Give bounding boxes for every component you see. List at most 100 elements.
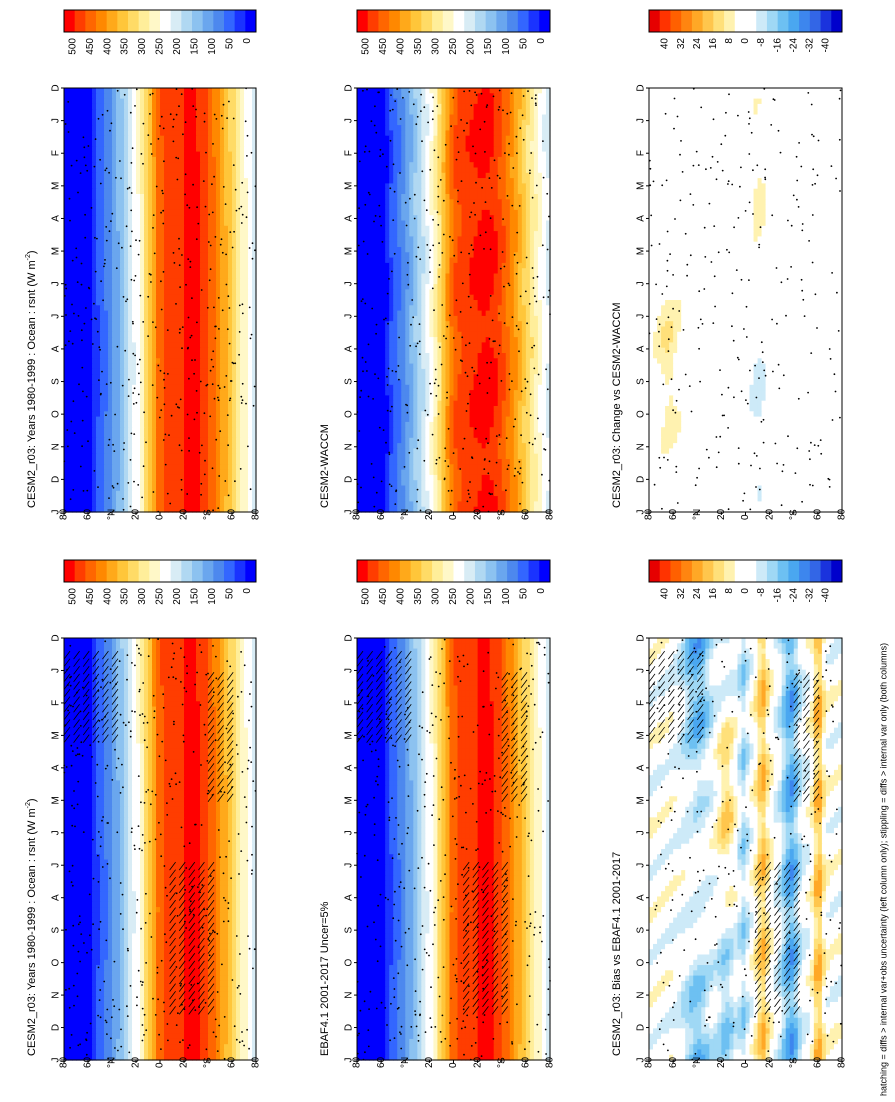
stipple-dot [202,927,204,929]
heatmap-cell [100,933,105,939]
heatmap-cell [224,654,229,660]
stipple-dot [232,979,234,981]
heatmap-cell [84,981,89,987]
heatmap-cell [64,796,69,802]
heatmap-cell [208,649,213,655]
heatmap-cell [92,770,97,776]
stipple-dot [154,710,156,712]
heatmap-cell [220,93,225,99]
stipple-dot [208,790,210,792]
heatmap-cell [216,649,221,655]
heatmap-cell [64,807,69,813]
heatmap-cell [136,770,141,776]
heatmap-cell [216,738,221,744]
heatmap-cell [88,1049,93,1055]
heatmap-cell [200,649,205,655]
heatmap-cell [192,664,197,670]
heatmap-cell [224,664,229,670]
heatmap-cell [112,125,117,131]
heatmap-cell [228,881,233,887]
heatmap-cell [100,1028,105,1034]
stipple-dot [99,999,101,1001]
heatmap-cell [104,812,109,818]
heatmap-cell [248,115,253,121]
heatmap-cell [92,775,97,781]
heatmap-cell [96,960,101,966]
stipple-dot [70,705,72,707]
heatmap-cell [176,759,181,765]
heatmap-cell [168,104,173,110]
stipple-dot [189,910,191,912]
heatmap-cell [236,844,241,850]
stipple-dot [130,736,132,738]
heatmap-cell [176,833,181,839]
heatmap-cell [228,981,233,987]
heatmap-cell [200,786,205,792]
heatmap-cell [204,976,209,982]
heatmap-cell [176,765,181,771]
heatmap-cell [244,902,249,908]
heatmap-cell [248,712,253,718]
heatmap-cell [188,965,193,971]
heatmap-cell [160,838,165,844]
heatmap-cell [196,823,201,829]
heatmap-cell [96,749,101,755]
heatmap-cell [200,685,205,691]
stipple-dot [168,677,170,679]
heatmap-cell [92,130,97,136]
stipple-dot [184,687,186,689]
stipple-dot [78,923,80,925]
heatmap-cell [236,886,241,892]
heatmap-cell [96,786,101,792]
heatmap-cell [88,833,93,839]
heatmap-cell [96,765,101,771]
heatmap-cell [192,670,197,676]
heatmap-cell [192,1049,197,1055]
heatmap-cell [64,1028,69,1034]
heatmap-cell [164,691,169,697]
heatmap-cell [136,93,141,99]
stipple-dot [209,954,211,956]
heatmap-cell [188,643,193,649]
heatmap-cell [120,1049,125,1055]
heatmap-cell [92,1044,97,1050]
heatmap-cell [208,749,213,755]
heatmap-cell [96,991,101,997]
heatmap-cell [216,1039,221,1045]
heatmap-cell [108,780,113,786]
heatmap-cell [236,88,241,94]
heatmap-cell [80,870,85,876]
heatmap-cell [116,115,121,121]
heatmap-cell [248,817,253,823]
heatmap-cell [216,918,221,924]
month-tick-label: J [51,1058,62,1063]
heatmap-cell [192,717,197,723]
heatmap-cell [200,775,205,781]
heatmap-cell [136,833,141,839]
heatmap-cell [152,796,157,802]
heatmap-cell [140,823,145,829]
heatmap-cell [96,849,101,855]
heatmap-cell [100,99,105,105]
stipple-dot [249,747,251,749]
heatmap-cell [84,865,89,871]
heatmap-cell [208,93,213,99]
heatmap-cell [208,120,213,126]
heatmap-cell [84,854,89,860]
heatmap-cell [88,109,93,115]
heatmap-cell [240,780,245,786]
heatmap-cell [124,817,129,823]
stipple-dot [247,935,249,937]
heatmap-cell [160,685,165,691]
heatmap-cell [204,886,209,892]
heatmap-cell [212,733,217,739]
stipple-dot [181,827,183,829]
heatmap-cell [216,120,221,126]
heatmap-cell [84,881,89,887]
heatmap-cell [132,976,137,982]
heatmap-cell [168,1044,173,1050]
heatmap-cell [236,125,241,131]
heatmap-cell [124,802,129,808]
heatmap-cell [84,649,89,655]
heatmap-cell [80,109,85,115]
